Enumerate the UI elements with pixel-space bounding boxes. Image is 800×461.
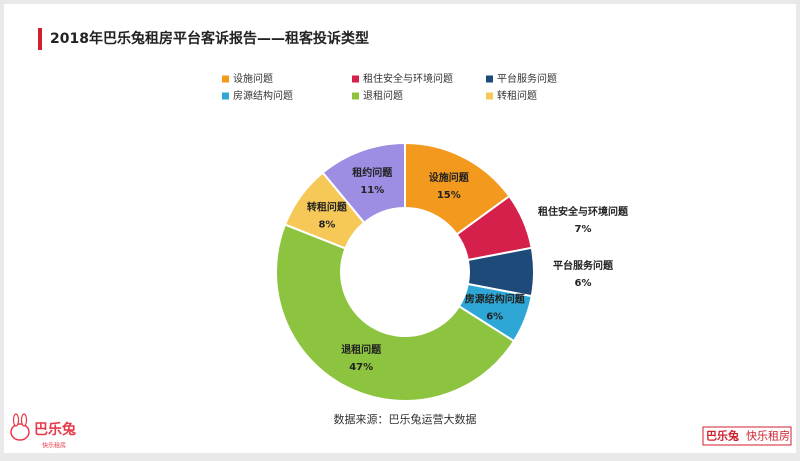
slice-label: 转租问题: [307, 200, 348, 213]
legend-swatch: [222, 75, 229, 83]
legend-label: 退租问题: [363, 89, 403, 102]
legend-label: 租住安全与环境问题: [363, 72, 453, 85]
legend-swatch: [352, 75, 359, 83]
source-note: 数据来源：巴乐兔运营大数据: [334, 412, 477, 426]
donut-slice: [321, 141, 406, 225]
donut-slice: [275, 223, 516, 402]
slice-value-label: 6%: [575, 278, 592, 289]
logo-ear: [20, 413, 28, 427]
brand-text: 巴乐兔: [706, 429, 739, 443]
logo-text: 巴乐兔: [34, 421, 76, 438]
legend-swatch: [352, 92, 359, 100]
legend-label: 转租问题: [497, 89, 537, 102]
slice-label: 租住安全与环境问题: [538, 205, 629, 218]
slice-label: 设施问题: [429, 171, 470, 184]
slice-value-label: 8%: [318, 219, 335, 230]
slice-value-label: 6%: [486, 312, 503, 323]
slice-value-label: 15%: [437, 190, 461, 201]
slice-value-label: 11%: [360, 185, 384, 196]
brand-box: [702, 426, 792, 446]
title-accent: [38, 28, 42, 50]
logo-icon: [10, 423, 30, 441]
chart-title: 2018年巴乐兔租房平台客诉报告——租客投诉类型: [50, 30, 369, 47]
slice-value-label: 47%: [349, 362, 373, 373]
legend-swatch: [486, 75, 493, 83]
logo: 巴乐兔 快乐租房: [10, 413, 76, 450]
logo-sub: 快乐租房: [42, 442, 66, 450]
slice-label: 平台服务问题: [553, 259, 614, 272]
slice-label: 租约问题: [352, 166, 393, 179]
legend-swatch: [222, 92, 229, 100]
logo-ear: [12, 413, 20, 427]
legend-swatch: [486, 92, 493, 100]
legend-label: 房源结构问题: [233, 89, 293, 102]
brand-slogan: 快乐租房: [746, 430, 790, 443]
slice-value-label: 7%: [575, 224, 592, 235]
slice-label: 退租问题: [341, 343, 382, 356]
brand-badge: 巴乐兔 快乐租房: [702, 426, 792, 446]
legend-label: 设施问题: [233, 72, 273, 85]
legend-label: 平台服务问题: [497, 72, 557, 85]
slice-label: 房源结构问题: [465, 293, 526, 306]
